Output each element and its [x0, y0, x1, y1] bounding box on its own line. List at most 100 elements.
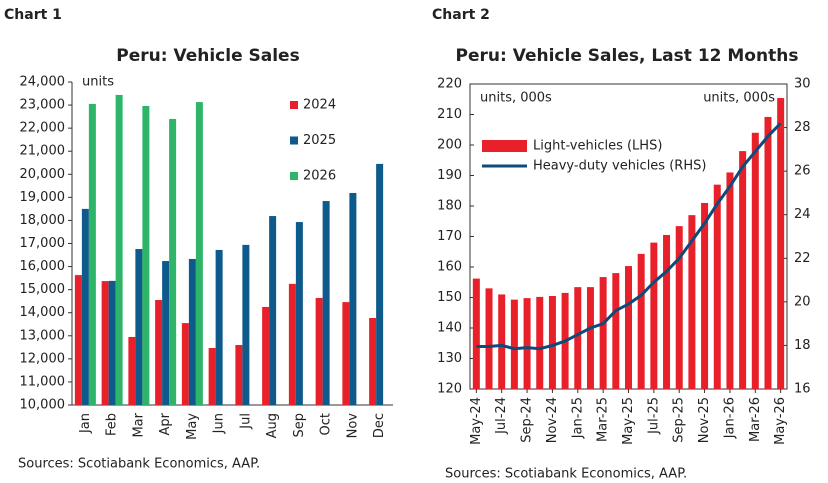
y-tick-label: 120: [437, 382, 462, 397]
x-tick-label: Jul: [238, 413, 253, 430]
bar: [376, 163, 384, 405]
y-tick-label: 150: [437, 290, 462, 305]
y-tick-label: 12,000: [20, 351, 66, 366]
bar: [101, 281, 109, 405]
x-tick-label: May-25: [621, 397, 636, 445]
y-tick-label: 20,000: [20, 167, 66, 182]
bar: [536, 296, 544, 389]
x-tick-label: Dec: [372, 413, 387, 438]
bar: [586, 287, 594, 389]
annotation: units: [82, 75, 114, 90]
x-tick-label: May-24: [469, 397, 484, 445]
y2-tick-label: 26: [794, 164, 811, 179]
y-tick-label: 200: [437, 138, 462, 153]
bar: [523, 298, 531, 389]
bar: [510, 299, 518, 389]
bar: [115, 94, 123, 406]
bar: [188, 258, 196, 405]
bar: [342, 302, 350, 405]
bar: [162, 261, 170, 405]
bar: [195, 102, 203, 405]
legend-swatch: [482, 140, 527, 152]
bar: [288, 283, 296, 405]
x-tick-label: Nov-25: [697, 397, 712, 443]
y-tick-label: 15,000: [20, 282, 66, 297]
x-tick-label: Jan-25: [570, 397, 585, 439]
bar: [81, 208, 89, 405]
x-tick-label: Oct: [319, 413, 334, 435]
bar: [128, 336, 136, 405]
bar: [625, 266, 632, 389]
bar: [612, 273, 620, 389]
bar: [315, 297, 323, 405]
y-tick-label: 22,000: [20, 121, 66, 136]
x-tick-label: Feb: [105, 413, 120, 436]
y-tick-label: 16,000: [20, 259, 66, 274]
bar: [142, 105, 150, 405]
bar: [108, 280, 116, 405]
bar: [574, 287, 582, 389]
bar: [181, 323, 189, 405]
y-tick-label: 10,000: [20, 398, 66, 413]
legend-label: Heavy-duty vehicles (RHS): [533, 159, 706, 174]
legend-label: Light-vehicles (LHS): [533, 139, 662, 154]
x-tick-label: May-26: [773, 397, 788, 445]
bar: [548, 295, 556, 389]
y-tick-label: 21,000: [20, 144, 66, 159]
x-tick-label: Apr: [158, 412, 173, 435]
x-tick-label: Jan: [78, 413, 93, 434]
bar: [322, 201, 330, 405]
bar: [650, 242, 658, 389]
bar: [349, 192, 357, 405]
bar: [688, 215, 696, 389]
bar: [215, 249, 223, 405]
y-tick-label: 180: [437, 199, 462, 214]
y-tick-label: 210: [437, 107, 462, 122]
y-tick-label: 220: [437, 77, 462, 92]
y2-tick-label: 28: [794, 120, 811, 135]
legend-swatch: [290, 172, 298, 180]
y-tick-label: 170: [437, 229, 462, 244]
bar: [88, 103, 96, 406]
source: Sources: Scotiabank Economics, AAP.: [18, 457, 260, 472]
bar: [235, 345, 243, 405]
y2-tick-label: 20: [794, 294, 811, 309]
chart-title: Peru: Vehicle Sales: [116, 46, 299, 66]
bar: [701, 202, 709, 389]
y2-tick-label: 18: [794, 338, 811, 353]
source: Sources: Scotiabank Economics, AAP.: [445, 467, 687, 482]
y-tick-label: 14,000: [20, 305, 66, 320]
legend-label: 2025: [303, 133, 336, 148]
y-tick-label: 18,000: [20, 213, 66, 228]
x-tick-label: Jun: [212, 413, 227, 434]
bar: [269, 216, 277, 405]
x-tick-label: May: [185, 413, 200, 440]
line: [476, 122, 782, 351]
bar: [369, 318, 377, 405]
bar: [242, 244, 250, 405]
bar: [751, 132, 759, 390]
bar: [726, 172, 734, 389]
y-tick-label: 11,000: [20, 374, 66, 389]
bar: [777, 98, 785, 389]
x-tick-label: Nov-24: [545, 397, 560, 443]
y-tick-label: 13,000: [20, 328, 66, 343]
chart-title: Peru: Vehicle Sales, Last 12 Months: [456, 46, 799, 66]
x-tick-label: Aug: [265, 413, 280, 438]
bar: [663, 234, 671, 389]
x-tick-label: Sep-25: [672, 397, 687, 443]
x-tick-label: Jan-26: [722, 397, 737, 439]
legend-label: 2024: [303, 98, 336, 113]
y2-tick-label: 30: [794, 77, 811, 92]
x-tick-label: Mar-26: [748, 397, 763, 442]
x-tick-label: Nov: [345, 413, 360, 439]
bar: [135, 249, 143, 405]
bar: [637, 253, 645, 389]
y-tick-label: 140: [437, 321, 462, 336]
y2-tick-label: 22: [794, 251, 811, 266]
legend-swatch: [290, 136, 298, 145]
y-tick-label: 24,000: [20, 75, 66, 90]
y-tick-label: 130: [437, 351, 462, 366]
bar: [675, 226, 683, 389]
